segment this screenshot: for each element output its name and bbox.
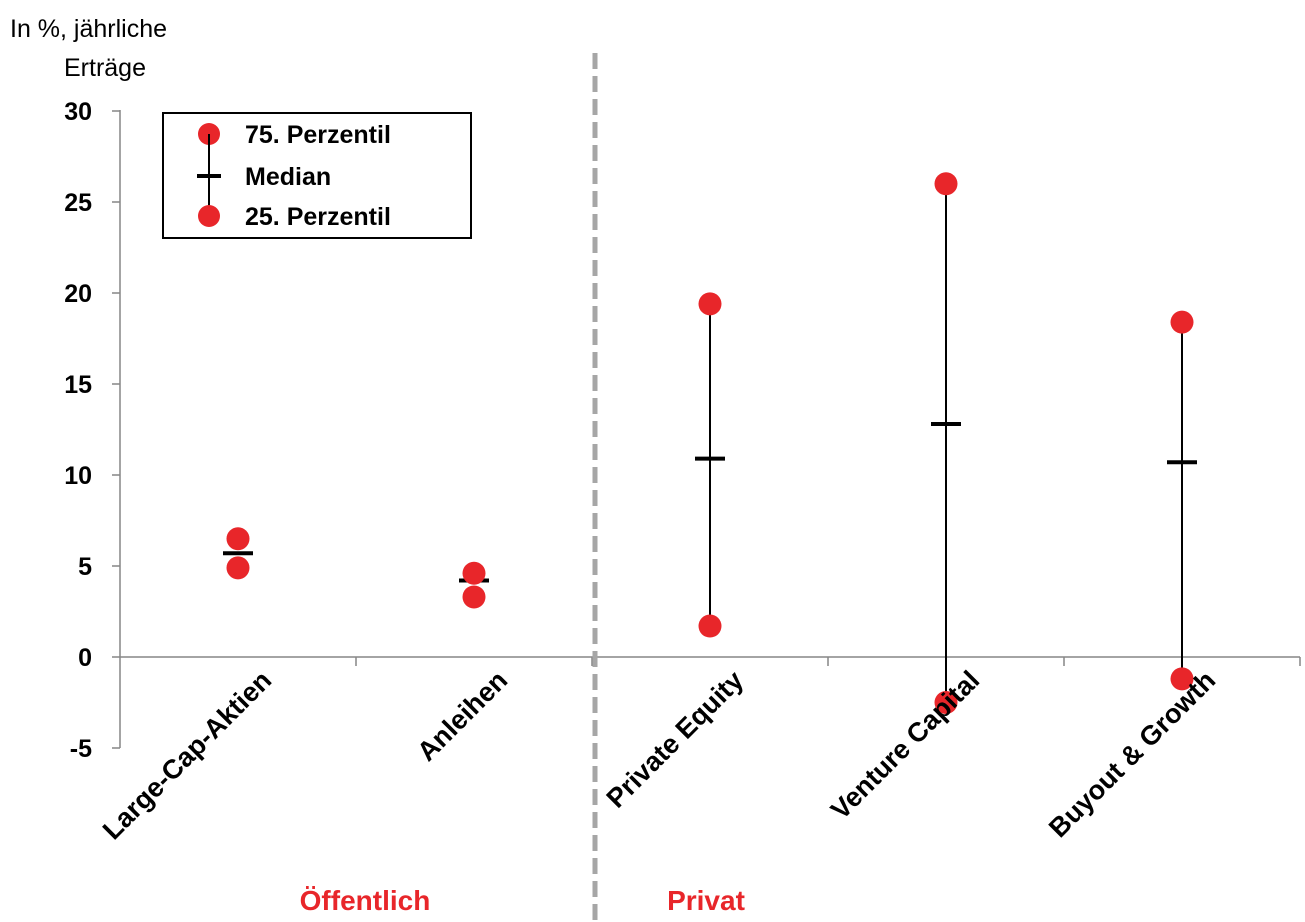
p75-point <box>934 172 958 196</box>
y-tick-label: 25 <box>64 189 92 217</box>
legend-label-75th: 75. Perzentil <box>245 121 391 149</box>
legend-marker-25th <box>198 205 220 227</box>
category-label: Anleihen <box>411 665 513 767</box>
y-tick-label: 30 <box>64 98 92 126</box>
percentile-ranges <box>709 183 1183 703</box>
p25-point <box>462 585 486 609</box>
category-label: Large-Cap-Aktien <box>97 665 277 845</box>
legend-label-median: Median <box>245 163 331 191</box>
p75-point <box>226 527 250 551</box>
y-axis-label-line-1: In %, jährliche <box>10 15 167 43</box>
y-tick-label: 10 <box>64 462 92 490</box>
y-tick-label: -5 <box>70 735 92 763</box>
legend-label-25th: 25. Perzentil <box>245 203 391 231</box>
p75-point <box>1170 310 1194 334</box>
p25-point <box>226 556 250 580</box>
x-ticks <box>355 657 1301 666</box>
category-label: Buyout & Growth <box>1043 665 1221 843</box>
p25-point <box>698 614 722 638</box>
y-tick-label: 0 <box>78 644 92 672</box>
category-label: Venture Capital <box>825 665 985 825</box>
y-axis-label-line-2: Erträge <box>64 54 146 82</box>
group-label-private: Privat <box>667 885 745 916</box>
p25-point <box>934 691 958 714</box>
percentile-points <box>226 172 1194 714</box>
p75-point <box>698 292 722 316</box>
y-tick-label: 15 <box>64 371 92 399</box>
category-label: Private Equity <box>601 665 750 814</box>
y-ticks: -5 0 5 10 15 20 25 30 <box>64 98 120 763</box>
p75-point <box>462 561 486 585</box>
y-tick-label: 20 <box>64 280 92 308</box>
p25-point <box>1170 667 1194 691</box>
category-labels: Large-Cap-Aktien Anleihen Private Equity Ve… <box>97 665 1221 845</box>
y-tick-label: 5 <box>78 553 92 581</box>
legend: 75. Perzentil Median 25. Perzentil <box>162 112 472 239</box>
group-label-public: Öffentlich <box>300 885 431 916</box>
